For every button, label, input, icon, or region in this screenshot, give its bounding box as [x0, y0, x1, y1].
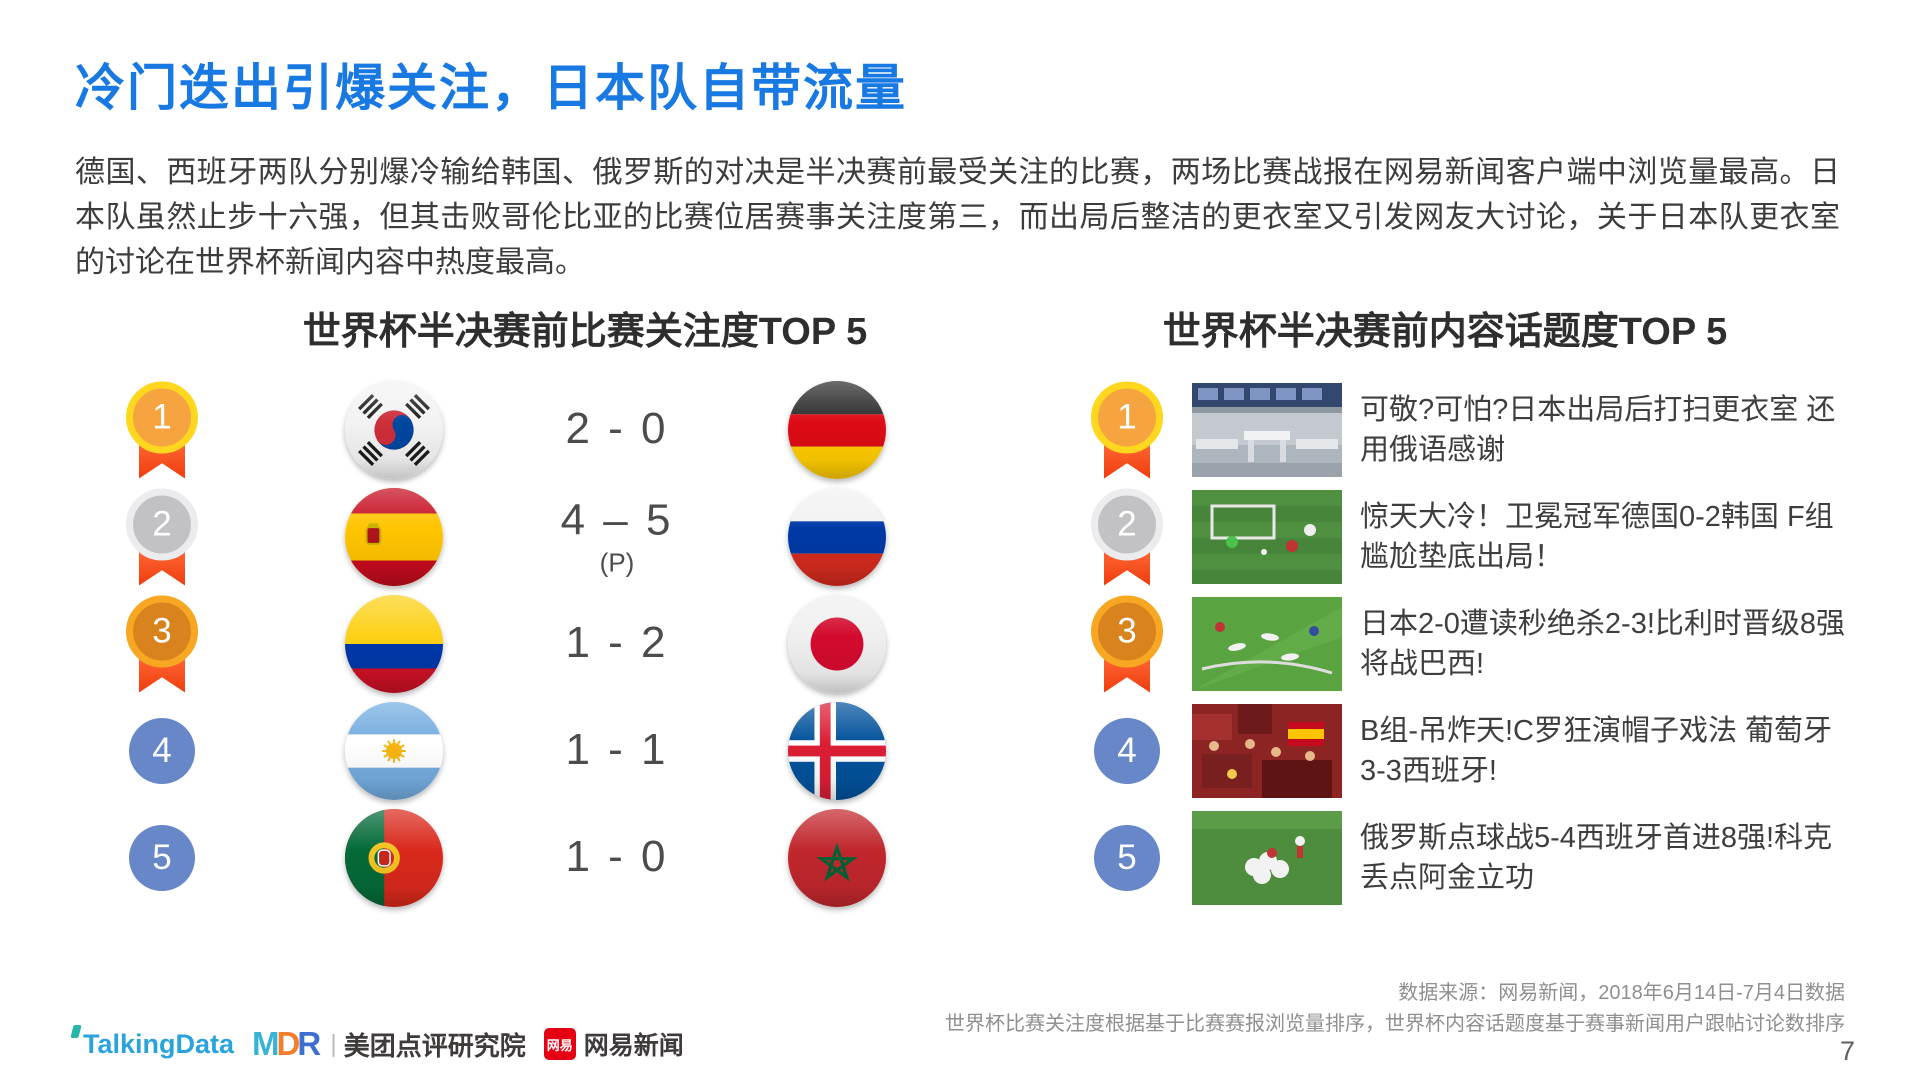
- gold-medal-icon: 1: [120, 381, 204, 479]
- intro-paragraph: 德国、西班牙两队分别爆冷输给韩国、俄罗斯的对决是半决赛前最受关注的比赛，两场比赛…: [75, 156, 1840, 279]
- flag-iceland-icon: [788, 702, 886, 800]
- score-note: (P): [599, 547, 635, 578]
- flag-south-korea-graphic: [345, 381, 443, 479]
- rank-number: 1: [126, 381, 198, 454]
- rank-number: 1: [1091, 381, 1163, 454]
- germany-korea-match-photo: [1192, 490, 1342, 584]
- flag-spain-graphic: [345, 488, 443, 586]
- left-panel-heading: 世界杯半决赛前比赛关注度TOP 5: [302, 311, 868, 353]
- locker-room-graphic: [1192, 383, 1342, 477]
- data-source-line-1: 数据来源：网易新闻，2018年6月14日-7月4日数据: [1398, 982, 1845, 1004]
- mdr-letter-d: D: [276, 1025, 301, 1062]
- score-text: 1 - 2: [565, 618, 669, 667]
- topic-headline: 惊天大冷！卫冕冠军德国0-2韩国 F组尴尬垫底出局！: [1360, 501, 1834, 573]
- talkingdata-logo: TalkingData: [70, 1024, 235, 1060]
- flag-japan-icon: [788, 595, 886, 693]
- netease-badge-icon: 网易: [543, 1028, 576, 1060]
- match-score-5: 1 - 0: [522, 832, 712, 884]
- netease-news-logo: 网易 网易新闻: [543, 1026, 684, 1062]
- score-text: 4 – 5: [560, 495, 674, 545]
- talkingdata-wordmark: TalkingData: [83, 1028, 235, 1059]
- match-row-1: 1 2 - 0: [120, 380, 940, 480]
- rank-number: 3: [1091, 595, 1163, 668]
- match-row-3: 3 1 - 2: [120, 594, 940, 694]
- match-score-2: 4 – 5 (P): [522, 496, 712, 579]
- topic-row-5: 5 俄罗斯点球战5-4西班牙首进8强!科克丢点阿金立功: [1060, 808, 1870, 908]
- flag-portugal-icon: [345, 809, 443, 907]
- rank-number: 5: [129, 825, 195, 891]
- portugal-spain-fans-photo: [1192, 704, 1342, 798]
- mdr-letter-m: M: [252, 1025, 280, 1062]
- footer-logos: TalkingData M D R | 美团点评研究院 网易 网易新闻: [70, 1024, 684, 1064]
- match-score-1: 2 - 0: [522, 404, 712, 456]
- flag-germany-icon: [788, 381, 886, 479]
- rank-number: 2: [126, 488, 198, 561]
- rank-5-badge: 5: [120, 825, 204, 891]
- page-title: 冷门迭出引爆关注，日本队自带流量: [75, 60, 907, 116]
- topic-row-2: 2 惊天大冷！卫冕冠军德国0-2韩国 F组尴尬垫底出局！: [1060, 487, 1870, 587]
- team-celebration-graphic: [1192, 811, 1342, 905]
- rank-5-badge: 5: [1085, 825, 1169, 891]
- netease-news-label: 网易新闻: [583, 1032, 684, 1060]
- silver-medal-icon: 2: [120, 488, 204, 586]
- flag-japan-graphic: [788, 595, 886, 693]
- data-source-line-2: 世界杯比赛关注度根据基于比赛赛报浏览量排序，世界杯内容话题度基于赛事新闻用户跟帖…: [945, 1013, 1845, 1035]
- logo-divider: |: [330, 1029, 337, 1058]
- flag-argentina-graphic: [345, 702, 443, 800]
- meituan-dianping-research-logo: M D R | 美团点评研究院: [252, 1025, 526, 1063]
- flag-germany-graphic: [788, 381, 886, 479]
- flag-russia-icon: [788, 488, 886, 586]
- topic-headline: 俄罗斯点球战5-4西班牙首进8强!科克丢点阿金立功: [1360, 822, 1833, 894]
- score-text: 1 - 0: [565, 832, 669, 881]
- match-row-2: 2 4 – 5 (P): [120, 487, 940, 587]
- flag-iceland-graphic: [788, 702, 886, 800]
- flag-south-korea-icon: [345, 381, 443, 479]
- topic-row-4: 4 B组-吊炸天!C罗狂演帽子戏法 葡萄牙3-3西班牙!: [1060, 701, 1870, 801]
- flag-spain-icon: [345, 488, 443, 586]
- japan-locker-room-photo: [1192, 383, 1342, 477]
- topic-headline: 日本2-0遭读秒绝杀2-3!比利时晋级8强将战巴西!: [1360, 608, 1846, 680]
- gold-medal-icon: 1: [1085, 381, 1169, 479]
- rank-number: 4: [1094, 718, 1160, 784]
- talkingdata-mark-icon: [70, 1024, 82, 1038]
- match-row-5: 5 1 - 0: [120, 808, 940, 908]
- flag-colombia-graphic: [345, 595, 443, 693]
- players-on-pitch-graphic: [1192, 597, 1342, 691]
- topic-row-1: 1 可敬?可怕?日本出局后打扫更衣室 还用俄语感谢: [1060, 380, 1870, 480]
- page-number: 7: [1839, 1036, 1855, 1066]
- data-source-note: 数据来源：网易新闻，2018年6月14日-7月4日数据 世界杯比赛关注度根据基于…: [945, 978, 1845, 1040]
- russia-celebration-photo: [1192, 811, 1342, 905]
- silver-medal-icon: 2: [1085, 488, 1169, 586]
- score-text: 1 - 1: [565, 725, 669, 774]
- flag-morocco-graphic: [788, 809, 886, 907]
- flag-morocco-icon: [788, 809, 886, 907]
- match-score-3: 1 - 2: [522, 618, 712, 670]
- topic-headline: 可敬?可怕?日本出局后打扫更衣室 还用俄语感谢: [1360, 394, 1836, 466]
- rank-number: 4: [129, 718, 195, 784]
- rank-number: 3: [126, 595, 198, 668]
- match-score-4: 1 - 1: [522, 725, 712, 777]
- fans-crowd-graphic: [1192, 704, 1342, 798]
- bronze-medal-icon: 3: [120, 595, 204, 693]
- rank-4-badge: 4: [1085, 718, 1169, 784]
- bronze-medal-icon: 3: [1085, 595, 1169, 693]
- flag-portugal-graphic: [345, 809, 443, 907]
- flag-argentina-icon: [345, 702, 443, 800]
- japan-belgium-match-photo: [1192, 597, 1342, 691]
- match-row-4: 4 1 - 1: [120, 701, 940, 801]
- rank-number: 2: [1091, 488, 1163, 561]
- score-text: 2 - 0: [565, 404, 669, 453]
- rank-number: 5: [1094, 825, 1160, 891]
- meituan-research-label: 美团点评研究院: [343, 1030, 526, 1061]
- rank-4-badge: 4: [120, 718, 204, 784]
- right-panel-heading: 世界杯半决赛前内容话题度TOP 5: [1162, 311, 1728, 353]
- match-scene-graphic: [1192, 490, 1342, 584]
- flag-colombia-icon: [345, 595, 443, 693]
- topic-headline: B组-吊炸天!C罗狂演帽子戏法 葡萄牙3-3西班牙!: [1360, 715, 1833, 787]
- topic-row-3: 3 日本2-0遭读秒绝杀2-3!比利时晋级8强将战巴西!: [1060, 594, 1870, 694]
- mdr-letter-r: R: [297, 1025, 322, 1062]
- flag-russia-graphic: [788, 488, 886, 586]
